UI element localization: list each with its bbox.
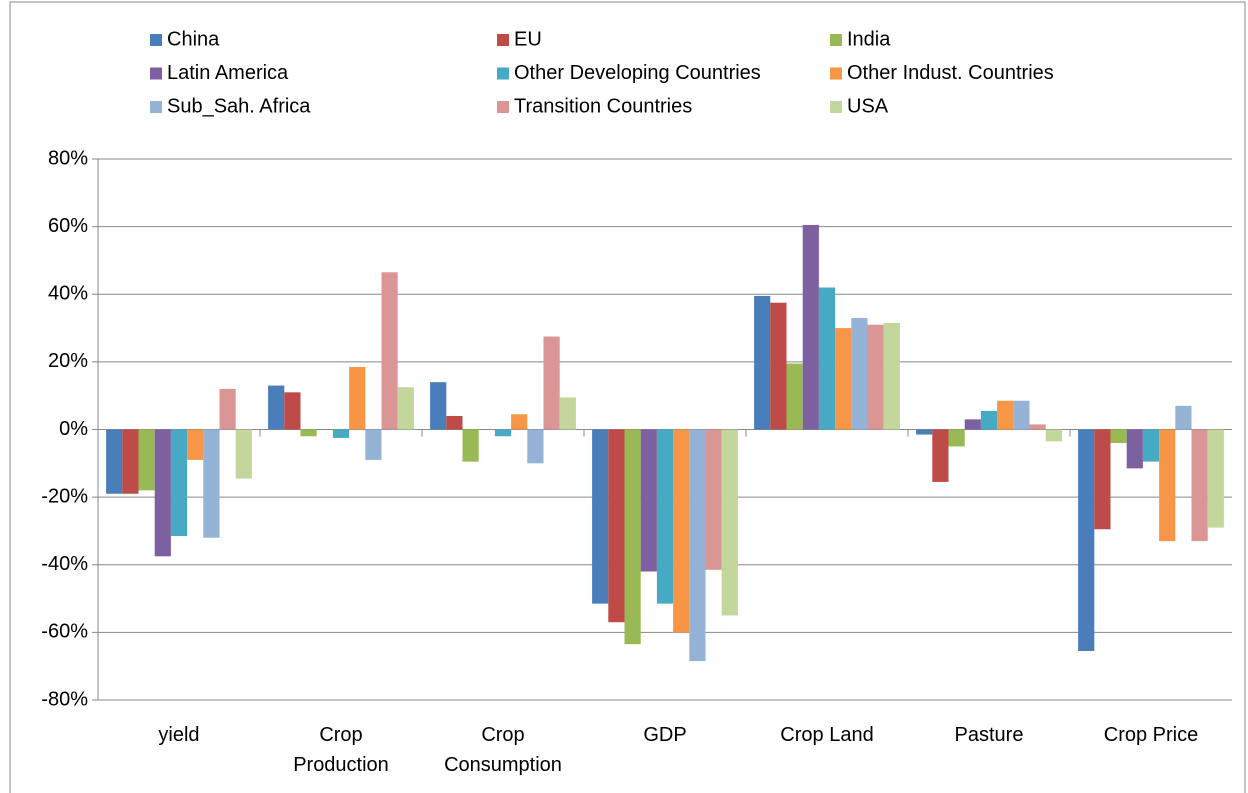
bar <box>527 429 544 464</box>
legend-label: Latin America <box>167 62 289 84</box>
y-tick-label: -60% <box>41 621 88 643</box>
bar <box>640 429 657 572</box>
bar <box>673 429 690 633</box>
bar <box>138 429 155 491</box>
legend-label: Sub_Sah. Africa <box>167 95 311 117</box>
bar <box>1013 400 1030 430</box>
legend-label: Other Indust. Countries <box>847 62 1054 84</box>
y-tick-label: -80% <box>41 688 88 710</box>
bar <box>494 429 512 437</box>
bar <box>754 295 771 430</box>
bar <box>705 429 722 570</box>
bar <box>1045 429 1062 442</box>
y-tick-label: -40% <box>41 553 88 575</box>
bar <box>300 429 317 437</box>
bar <box>349 366 366 430</box>
bar <box>187 429 204 460</box>
bar <box>656 429 674 604</box>
x-tick-label: Pasture <box>954 724 1024 746</box>
legend-label: China <box>167 28 220 50</box>
bar <box>997 400 1014 430</box>
legend-label: India <box>847 28 891 50</box>
bar <box>1126 429 1143 469</box>
legend-swatch <box>497 101 509 113</box>
bar <box>835 328 852 430</box>
bar <box>430 382 447 430</box>
bar <box>948 429 965 447</box>
bar <box>851 317 868 430</box>
legend-label: USA <box>847 95 889 117</box>
bar <box>219 388 236 430</box>
legend-label: Transition Countries <box>514 95 692 117</box>
bar <box>543 336 560 430</box>
bar <box>1159 429 1176 542</box>
x-tick-label: yield <box>158 724 200 746</box>
bar <box>365 429 382 460</box>
bar <box>203 429 220 538</box>
bar <box>154 429 171 557</box>
bar <box>1142 429 1160 462</box>
bar <box>980 410 998 430</box>
bar <box>106 429 123 494</box>
bar <box>1110 429 1127 444</box>
x-tick-label: Crop Land <box>780 724 874 746</box>
bar <box>624 429 641 645</box>
y-tick-label: 40% <box>48 283 88 305</box>
y-tick-label: -20% <box>41 485 88 507</box>
bar <box>462 429 479 462</box>
bar <box>786 363 803 430</box>
legend-swatch <box>497 34 509 46</box>
bar <box>1191 429 1208 542</box>
bar <box>1175 405 1192 430</box>
bar <box>235 429 252 479</box>
bar <box>1078 429 1095 651</box>
bar <box>802 224 819 430</box>
bar <box>818 287 836 430</box>
bar <box>559 397 576 430</box>
legend-swatch <box>830 34 842 46</box>
bar <box>284 392 301 430</box>
bar <box>689 429 706 662</box>
bar <box>1094 429 1111 530</box>
chart-frame <box>9 1 1246 793</box>
bar <box>592 429 609 604</box>
bar <box>721 429 738 616</box>
bar <box>867 324 884 430</box>
x-tick-label: Crop Production <box>293 724 389 776</box>
bar <box>511 414 528 430</box>
bar <box>770 302 787 430</box>
legend-swatch <box>150 67 162 80</box>
bar <box>1207 429 1224 528</box>
bar <box>397 387 414 430</box>
bar <box>932 429 949 482</box>
legend-swatch <box>150 101 162 113</box>
y-tick-label: 60% <box>48 215 88 237</box>
x-tick-label: Crop Consumption <box>444 724 562 776</box>
bar <box>381 272 398 430</box>
x-tick-label: Crop Price <box>1103 724 1199 746</box>
bar <box>608 429 625 623</box>
bar <box>122 429 139 494</box>
legend-swatch <box>497 67 509 80</box>
bar <box>446 415 463 430</box>
legend-swatch <box>830 101 842 113</box>
bar <box>883 322 900 430</box>
bar <box>1029 424 1046 430</box>
legend-label: EU <box>514 28 542 50</box>
bar <box>916 429 933 435</box>
legend-swatch <box>150 34 162 46</box>
y-tick-label: 20% <box>48 350 88 372</box>
bar <box>332 429 350 438</box>
y-tick-label: 80% <box>48 147 88 169</box>
y-tick-label: 0% <box>59 418 88 440</box>
bar <box>268 385 285 430</box>
legend-swatch <box>830 67 842 80</box>
bar <box>964 419 981 430</box>
bar <box>170 429 188 537</box>
x-tick-label: GDP <box>643 724 687 746</box>
legend-label: Other Developing Countries <box>514 62 761 84</box>
